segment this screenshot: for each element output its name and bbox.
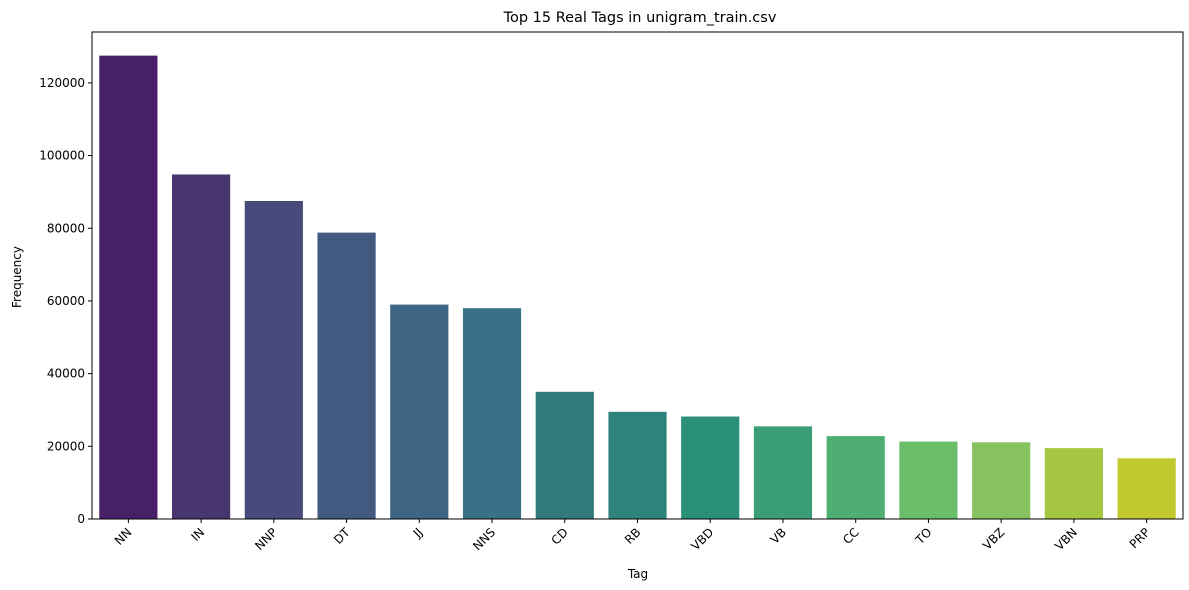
bar-prp: [1117, 458, 1176, 519]
x-tick-label: NN: [112, 525, 135, 548]
plot-frame: [91, 31, 1184, 520]
bar-vb: [753, 426, 813, 519]
x-tick-label: NNP: [252, 525, 280, 553]
y-tick-label: 0: [77, 512, 85, 526]
x-axis: NN IN NNP DT JJ NNS CD RB VBD VB CC TO VBZ VBN PRP: [112, 519, 1153, 553]
y-tick-label: 20000: [47, 439, 85, 453]
x-tick-label: NNS: [470, 525, 498, 553]
x-axis-label: Tag: [627, 567, 648, 581]
x-tick-label: PRP: [1127, 525, 1153, 551]
bar-rb: [608, 411, 667, 519]
bar-in: [172, 174, 231, 519]
x-tick-label: VBD: [688, 525, 716, 553]
chart-title: Top 15 Real Tags in unigram_train.csv: [503, 10, 777, 26]
bar-vbz: [972, 442, 1031, 519]
bar-nns: [462, 308, 522, 519]
bar-dt: [317, 232, 376, 519]
bar-vbd: [681, 416, 740, 519]
x-tick-label: CC: [840, 525, 862, 547]
x-tick-label: CD: [549, 525, 571, 547]
bar-cd: [535, 391, 594, 519]
bar-nnp: [244, 200, 303, 519]
y-tick-label: 120000: [39, 76, 85, 90]
bar-cc: [826, 436, 885, 519]
x-tick-label: DT: [331, 525, 353, 547]
x-tick-label: VB: [768, 525, 790, 547]
bars-group: [99, 55, 1176, 519]
bar-vbn: [1044, 448, 1103, 519]
y-tick-label: 40000: [47, 367, 85, 381]
y-axis: 0 20000 40000 60000 80000 100000 120000: [39, 76, 92, 526]
x-tick-label: RB: [622, 525, 644, 547]
x-tick-label: VBZ: [980, 525, 1007, 552]
x-tick-label: IN: [188, 525, 207, 544]
x-tick-label: JJ: [410, 525, 426, 541]
x-tick-label: TO: [912, 525, 934, 547]
x-tick-label: VBN: [1052, 525, 1080, 553]
bar-to: [899, 441, 958, 519]
bar-nn: [99, 55, 158, 519]
bar-jj: [390, 304, 449, 519]
y-tick-label: 60000: [47, 294, 85, 308]
y-axis-label: Frequency: [10, 246, 24, 308]
y-tick-label: 100000: [39, 149, 85, 163]
y-tick-label: 80000: [47, 221, 85, 235]
